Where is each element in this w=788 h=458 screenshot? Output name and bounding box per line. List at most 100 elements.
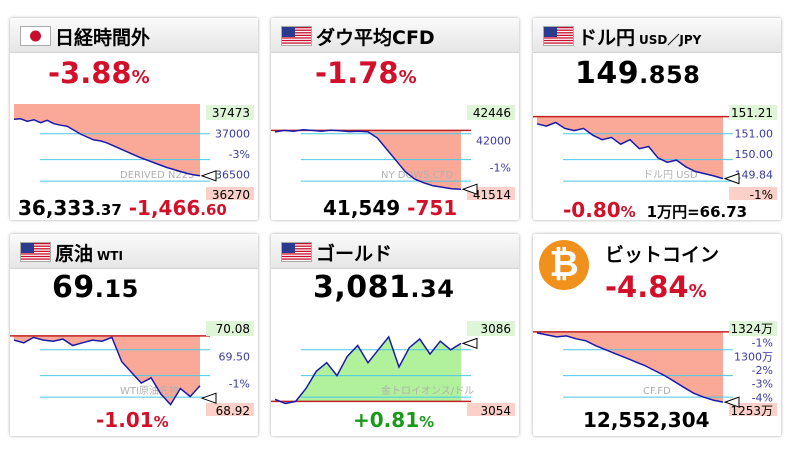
price-footer: 41,549 -751 [323, 196, 458, 220]
price-label-box [206, 321, 254, 336]
price-label: 70.08 [216, 322, 250, 336]
price-label: 36270 [212, 188, 250, 200]
chart-watermark: CF.FD [643, 386, 671, 397]
chart-watermark: DERIVED N225 [120, 170, 195, 181]
card-nikkei[interactable]: 日経時間外 -3.88% DERIVED N225 37473 37000 -3% 36… [10, 18, 258, 220]
price-label-box [206, 187, 254, 200]
price-label: 151.00 [735, 128, 774, 141]
price-label: 149.84 [735, 169, 774, 182]
price-label-box [467, 105, 515, 120]
change-percent: -1.78% [315, 56, 417, 90]
price-chart: CF.FD 1324万-1%1300万-2%-3%-4%1253万 [533, 321, 777, 416]
price-footer: 12,552,304 [583, 408, 710, 432]
chart-watermark: 金トロイオンス/ドル [381, 384, 474, 397]
current-pointer [723, 396, 740, 408]
change-area [537, 331, 723, 403]
change-area [14, 104, 200, 176]
price-chart: ドル円 USD 151.21 151.00 150.00 149.84 -1% [533, 105, 777, 200]
card-title: ドル円 USD／JPY [578, 27, 702, 49]
price-line [274, 335, 462, 405]
price-label: 37000 [215, 128, 250, 141]
current-pointer [200, 170, 217, 182]
price-label-box [206, 403, 254, 416]
price-label-box [467, 187, 515, 200]
card-bitcoin[interactable]: ₿ ビットコイン -4.84% CF.FD 1324万 -1% 1300万 -2% -3%… [533, 234, 781, 436]
price-label: -1% [752, 337, 773, 350]
card-title: ゴールド [316, 243, 393, 265]
price-label: 1300万 [734, 350, 773, 363]
price-label: 3054 [480, 404, 511, 416]
price-footer: -1.01% [96, 408, 169, 432]
change-area [14, 335, 200, 405]
price-label: 68.92 [216, 404, 250, 416]
price-line [13, 118, 201, 177]
price-label-box [467, 403, 515, 416]
chart-watermark: ドル円 USD [643, 170, 698, 181]
current-pointer [200, 392, 217, 404]
current-price: 69.15 [52, 270, 139, 305]
price-footer: 36,333.37 -1,466.60 [18, 196, 227, 220]
price-label-box [729, 105, 777, 120]
chart-watermark: NY DOWS CFD [381, 170, 453, 181]
price-label: 69.50 [219, 350, 251, 363]
price-label: 37473 [212, 106, 250, 120]
card-header: 原油 WTI [10, 234, 258, 269]
price-label: 3086 [480, 322, 511, 336]
price-chart: DERIVED N225 37473 37000 -3% 36500 36270 [13, 104, 254, 200]
change-area [275, 336, 461, 404]
price-label-box [729, 187, 777, 200]
card-title: ビットコイン [605, 244, 720, 266]
card-title: 原油 WTI [55, 243, 123, 265]
price-chart: 金トロイオンス/ドル 3086 3054 [271, 321, 515, 416]
price-label: -2% [752, 364, 773, 377]
price-label: -3% [752, 378, 773, 391]
price-label: 1324万 [730, 322, 773, 336]
card-dow[interactable]: ダウ平均CFD -1.78% NY DOWS CFD 42446 42000 -1% 4… [271, 18, 519, 220]
price-label: 151.21 [731, 106, 773, 120]
price-label: -1% [229, 378, 250, 391]
price-label-box [729, 321, 777, 336]
price-label: 42446 [473, 106, 511, 120]
change-area [537, 116, 723, 179]
price-label: 150.00 [735, 148, 774, 161]
card-gold[interactable]: ゴールド 3,081.34 金トロイオンス/ドル 3086 3054 +0.81% [271, 234, 519, 436]
card-header: ダウ平均CFD [271, 18, 519, 53]
current-price: 149.858 [575, 56, 701, 91]
price-footer: +0.81% [353, 408, 435, 432]
current-pointer [723, 172, 740, 185]
card-header: 日経時間外 [10, 18, 258, 53]
price-label: -1% [750, 188, 773, 200]
us-flag-icon [543, 26, 574, 46]
current-pointer [461, 337, 478, 350]
price-footer: -0.80% 1万円=66.73 [563, 198, 748, 220]
price-line [274, 128, 462, 190]
card-title: ダウ平均CFD [316, 27, 435, 49]
change-area [275, 129, 461, 190]
japan-flag-icon [20, 26, 51, 46]
current-price: 3,081.34 [313, 270, 455, 305]
card-title: 日経時間外 [55, 27, 151, 49]
us-flag-icon [281, 26, 312, 46]
price-label: -1% [490, 162, 511, 175]
price-line [536, 332, 724, 403]
price-chart: NY DOWS CFD 42446 42000 -1% 41514 [271, 105, 515, 200]
price-label: 1253万 [730, 404, 773, 416]
us-flag-icon [281, 242, 312, 262]
price-label-box [206, 105, 254, 120]
price-chart: WTI原油先物 70.08 69.50 -1% 68.92 [10, 321, 254, 416]
current-pointer [461, 183, 478, 195]
change-percent: -3.88% [48, 56, 150, 90]
chart-watermark: WTI原油先物 [120, 384, 179, 397]
price-line [536, 121, 724, 180]
price-label: -4% [752, 391, 773, 404]
us-flag-icon [20, 242, 51, 262]
card-wti[interactable]: 原油 WTI 69.15 WTI原油先物 70.08 69.50 -1% 68.92 -1… [10, 234, 258, 436]
price-label: 42000 [476, 134, 511, 147]
price-label: 41514 [473, 188, 511, 200]
price-label: -3% [229, 148, 250, 161]
card-usdjpy[interactable]: ドル円 USD／JPY 149.858 ドル円 USD 151.21 151.00 15… [533, 18, 781, 220]
change-percent: -4.84% [605, 270, 707, 304]
card-header: ゴールド [271, 234, 519, 269]
bitcoin-icon: ₿ [539, 240, 589, 290]
card-header: ドル円 USD／JPY [533, 18, 781, 53]
